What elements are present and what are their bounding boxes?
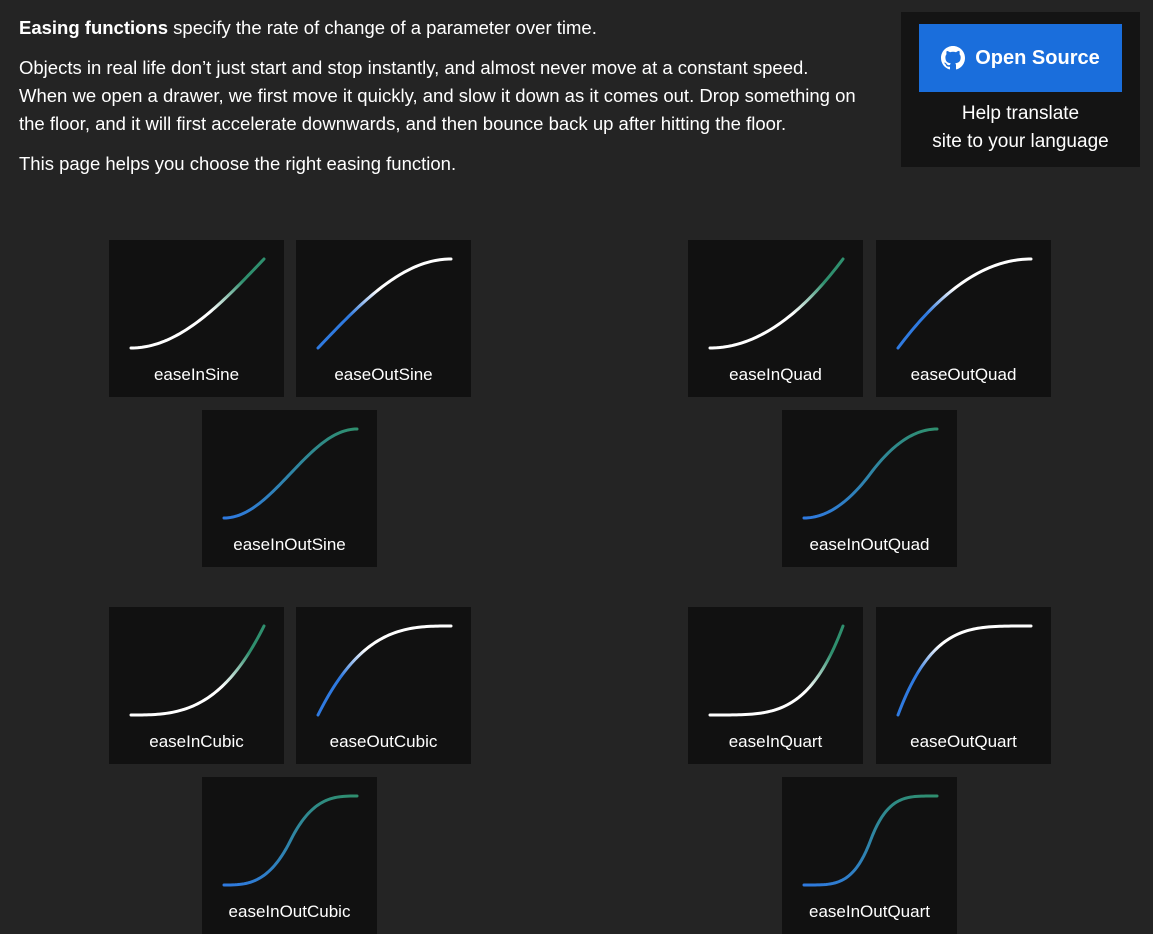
translate-line-2: site to your language (932, 131, 1109, 152)
easing-card-easeInCubic[interactable]: easeInCubic (109, 607, 284, 764)
easing-name-label: easeInOutSine (233, 535, 346, 554)
easing-card-easeOutQuart[interactable]: easeOutQuart (876, 607, 1051, 764)
easing-curve-icon (316, 624, 453, 717)
help-translate-link[interactable]: Help translate site to your language (901, 100, 1140, 156)
easing-curve-line (222, 427, 359, 520)
open-source-button[interactable]: Open Source (919, 24, 1122, 92)
easing-card-easeOutCubic[interactable]: easeOutCubic (296, 607, 471, 764)
easing-name-label: easeOutQuart (910, 732, 1017, 751)
easing-curve-icon (896, 624, 1033, 717)
easing-curve-line (802, 427, 939, 520)
easing-curve-icon (129, 257, 266, 350)
easing-name-label: easeInOutCubic (228, 902, 351, 921)
easing-curve-line (896, 257, 1033, 350)
easing-card-easeInOutQuad[interactable]: easeInOutQuad (782, 410, 957, 567)
easing-card-easeInSine[interactable]: easeInSine (109, 240, 284, 397)
easing-curve-line (708, 257, 845, 350)
easing-curve-icon (222, 794, 359, 887)
easing-name-label: easeOutSine (334, 365, 433, 384)
intro-lead: Easing functions specify the rate of cha… (19, 14, 859, 42)
easing-card-easeInOutQuart[interactable]: easeInOutQuart (782, 777, 957, 934)
easing-curve-line (316, 624, 453, 717)
easing-name-label: easeInQuad (729, 365, 822, 384)
easing-curve-icon (129, 624, 266, 717)
intro-paragraph-2: Objects in real life don’t just start an… (19, 57, 856, 134)
sidebar-box: Open Source Help translate site to your … (901, 12, 1140, 167)
easing-card-easeInOutCubic[interactable]: easeInOutCubic (202, 777, 377, 934)
easing-curve-line (316, 257, 453, 350)
easing-curve-line (129, 624, 266, 717)
easing-curve-line (129, 257, 266, 350)
easing-curve-line (708, 624, 845, 717)
easing-curve-icon (316, 257, 453, 350)
easing-curve-icon (802, 794, 939, 887)
intro-paragraph-3: This page helps you choose the right eas… (19, 153, 457, 174)
easing-name-label: easeInOutQuad (809, 535, 930, 554)
easing-curve-icon (896, 257, 1033, 350)
intro-bold-lead: Easing functions (19, 17, 169, 38)
easing-name-label: easeInSine (153, 365, 240, 384)
intro-lead-rest: specify the rate of change of a paramete… (168, 17, 597, 38)
github-icon (941, 46, 966, 70)
easing-curve-icon (708, 624, 845, 717)
intro-text: Easing functions specify the rate of cha… (19, 14, 859, 190)
easing-name-label: easeInOutQuart (809, 902, 930, 921)
easing-curve-icon (222, 427, 359, 520)
easing-name-label: easeInCubic (149, 732, 244, 751)
easing-name-label: easeInQuart (728, 732, 823, 751)
easing-name-label: easeOutCubic (329, 732, 438, 751)
easing-card-easeOutQuad[interactable]: easeOutQuad (876, 240, 1051, 397)
easing-curve-icon (708, 257, 845, 350)
easing-card-easeInQuart[interactable]: easeInQuart (688, 607, 863, 764)
easing-name-label: easeOutQuad (910, 365, 1017, 384)
open-source-label: Open Source (975, 46, 1100, 69)
translate-line-1: Help translate (961, 103, 1080, 124)
easing-card-easeInQuad[interactable]: easeInQuad (688, 240, 863, 397)
easing-card-easeInOutSine[interactable]: easeInOutSine (202, 410, 377, 567)
easing-curve-line (896, 624, 1033, 717)
easing-curve-icon (802, 427, 939, 520)
easing-card-easeOutSine[interactable]: easeOutSine (296, 240, 471, 397)
